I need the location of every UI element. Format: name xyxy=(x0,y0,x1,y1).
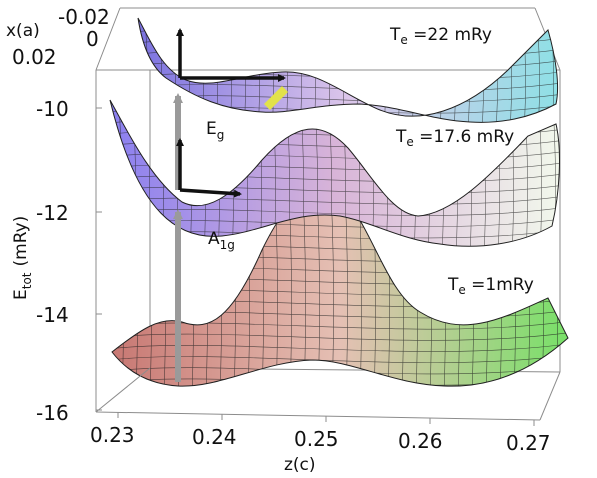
mesh-line xyxy=(138,26,558,36)
yellow-highlight xyxy=(264,86,288,110)
surface-te-22 xyxy=(137,10,568,130)
x-axis-label: x(a) xyxy=(6,21,40,41)
mesh-line xyxy=(138,37,558,47)
mesh-line xyxy=(138,59,558,69)
z-tick-label: 0.23 xyxy=(90,423,135,447)
mesh-line xyxy=(110,184,560,194)
surface-label-main: T xyxy=(447,275,459,295)
z-axis-ticks xyxy=(117,412,535,426)
mesh-line xyxy=(112,331,568,341)
mode-label-sub: g xyxy=(217,128,225,142)
x-tick-label: 0 xyxy=(86,27,99,51)
y-tick-label: -14 xyxy=(36,303,69,327)
y-axis-label-sub: tot xyxy=(20,272,34,289)
surface-label-rest: =22 mRy xyxy=(408,25,492,45)
surface-label-main: T xyxy=(389,25,401,45)
surface-label-sub: e xyxy=(400,33,407,47)
mode-label-main: A xyxy=(208,229,220,249)
surface-label-rest: =17.6 mRy xyxy=(414,127,514,147)
surface-label-main: T xyxy=(395,127,407,147)
mesh-line xyxy=(566,90,570,256)
bounding-box-front xyxy=(95,70,561,421)
mesh-line xyxy=(106,170,110,396)
z-tick-label: 0.25 xyxy=(294,427,339,451)
y-axis-label: Etot (mRy) xyxy=(11,216,34,300)
mesh-line xyxy=(112,320,568,330)
mesh-line xyxy=(112,342,568,352)
mesh-line xyxy=(138,18,558,24)
z-axis-label: z(c) xyxy=(284,455,316,475)
z-tick-label: 0.24 xyxy=(192,425,237,449)
mesh-line xyxy=(159,100,164,247)
mode-label-eg: Eg xyxy=(206,119,224,142)
mesh-line xyxy=(564,10,568,130)
mode-label-main: E xyxy=(206,119,217,139)
mesh-line xyxy=(567,187,568,387)
y-tick-label: -12 xyxy=(36,201,69,225)
surface-label-sub: e xyxy=(458,283,465,297)
y-axis-label-unit: (mRy) xyxy=(11,216,31,267)
y-axis-label-main: E xyxy=(11,289,31,300)
mesh-line xyxy=(383,100,388,247)
surface-label-te-1: Te =1mRy xyxy=(447,275,534,297)
mesh-line xyxy=(138,82,558,92)
z-tick-label: 0.27 xyxy=(506,431,551,455)
surface-label-rest: =1mRy xyxy=(466,275,534,295)
mesh-line xyxy=(138,48,558,58)
surface-label-sub: e xyxy=(406,135,413,149)
mode-label-a1g: A1g xyxy=(208,229,235,252)
mesh-line xyxy=(104,90,108,256)
mesh-line xyxy=(369,100,374,247)
mode-label-sub: 1g xyxy=(220,238,235,252)
y-tick-label: -16 xyxy=(36,401,69,425)
surface-label-te-22: Te =22 mRy xyxy=(389,25,492,47)
z-tick-label: 0.26 xyxy=(398,429,443,453)
surface-label-te-17-6: Te =17.6 mRy xyxy=(395,127,514,149)
mesh-line xyxy=(106,388,574,396)
mode-arrows xyxy=(176,28,286,198)
x-tick-label: 0.02 xyxy=(12,45,57,69)
mesh-line xyxy=(110,195,560,205)
x-tick-label: -0.02 xyxy=(58,5,110,29)
mesh-line xyxy=(112,354,568,364)
y-tick-label: -10 xyxy=(36,97,69,121)
y-axis-ticks xyxy=(96,107,102,411)
